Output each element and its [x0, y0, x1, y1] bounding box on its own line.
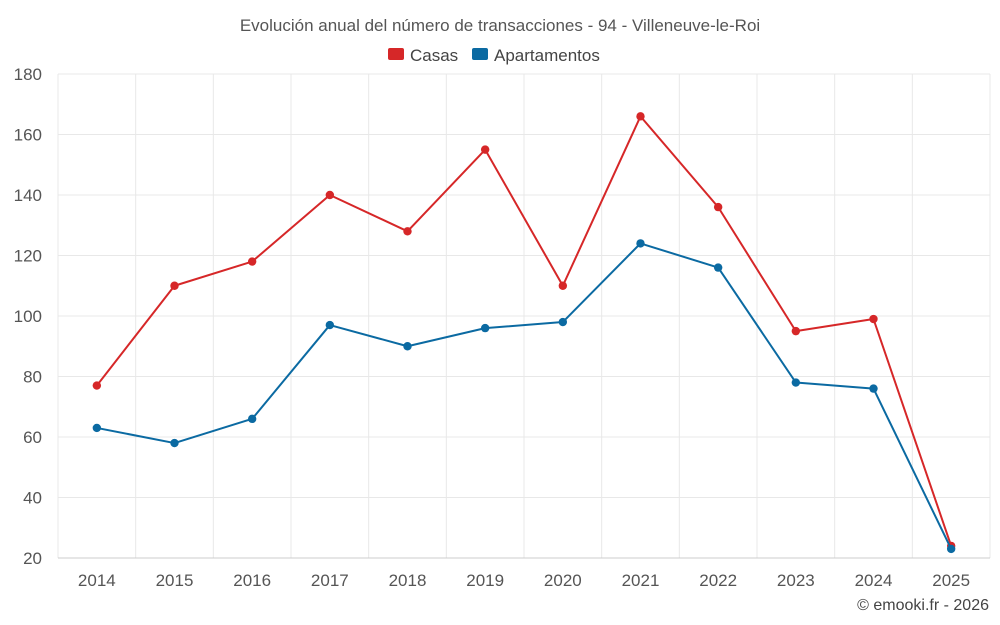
- axes: 20 40 60 80 100 120 140 160 180 2014 2015 2016 2017 2…: [14, 65, 990, 590]
- credit-text: © emooki.fr - 2026: [857, 597, 989, 614]
- data-point-apartamentos-2014[interactable]: [92, 423, 102, 433]
- data-point-casas-2018[interactable]: [403, 227, 412, 236]
- data-point-apartamentos-2017[interactable]: [325, 320, 335, 330]
- y-tick-label-20: 20: [23, 549, 42, 568]
- y-tick-label-100: 100: [14, 307, 42, 326]
- x-tick-label-2025: 2025: [932, 571, 970, 590]
- data-point-casas-2014[interactable]: [92, 381, 102, 390]
- legend-swatch-casas: [388, 48, 404, 60]
- y-tick-label-180: 180: [14, 65, 42, 84]
- data-point-casas-2019[interactable]: [480, 145, 490, 154]
- y-tick-label-60: 60: [23, 428, 42, 447]
- x-tick-label-2019: 2019: [466, 571, 504, 590]
- legend-label-casas: Casas: [410, 46, 458, 65]
- legend-item-casas[interactable]: Casas: [388, 46, 458, 65]
- x-tick-label-2022: 2022: [699, 571, 737, 590]
- data-point-casas-2024[interactable]: [869, 314, 878, 324]
- series-line-casas: [96, 115, 953, 547]
- data-point-apartamentos-2023[interactable]: [791, 378, 801, 387]
- x-tick-label-2018: 2018: [389, 571, 427, 590]
- x-tick-label-2015: 2015: [156, 571, 194, 590]
- chart-title: Evolución anual del número de transaccio…: [240, 16, 760, 35]
- series-line-apartamentos: [96, 242, 953, 550]
- data-point-casas-2020[interactable]: [558, 281, 568, 290]
- x-tick-label-2021: 2021: [622, 571, 660, 590]
- data-point-apartamentos-2016[interactable]: [247, 414, 257, 424]
- legend-swatch-apartamentos: [472, 48, 488, 60]
- data-point-apartamentos-2024[interactable]: [869, 384, 878, 393]
- grid: [57, 73, 991, 559]
- x-tick-label-2014: 2014: [78, 571, 116, 590]
- data-point-apartamentos-2020[interactable]: [558, 317, 568, 327]
- series: [92, 112, 956, 554]
- data-point-casas-2022[interactable]: [713, 202, 723, 212]
- y-tick-label-80: 80: [23, 368, 42, 387]
- data-point-apartamentos-2019[interactable]: [480, 323, 490, 333]
- x-tick-label-2016: 2016: [233, 571, 271, 590]
- data-point-casas-2021[interactable]: [636, 112, 645, 121]
- legend-item-apartamentos[interactable]: Apartamentos: [472, 46, 600, 65]
- y-tick-label-40: 40: [23, 489, 42, 508]
- y-tick-label-160: 160: [14, 126, 42, 145]
- y-tick-label-120: 120: [14, 247, 42, 266]
- data-point-casas-2015[interactable]: [170, 281, 179, 290]
- legend-label-apartamentos: Apartamentos: [494, 46, 600, 65]
- data-point-apartamentos-2018[interactable]: [403, 342, 412, 351]
- data-point-apartamentos-2021[interactable]: [636, 239, 645, 248]
- data-point-casas-2016[interactable]: [247, 257, 257, 266]
- data-point-apartamentos-2015[interactable]: [170, 438, 179, 448]
- data-point-apartamentos-2025[interactable]: [946, 544, 956, 554]
- x-tick-label-2023: 2023: [777, 571, 815, 590]
- legend: Casas Apartamentos: [388, 46, 600, 65]
- data-point-casas-2017[interactable]: [325, 190, 335, 200]
- y-tick-label-140: 140: [14, 186, 42, 205]
- data-point-casas-2023[interactable]: [791, 326, 801, 336]
- x-tick-label-2024: 2024: [855, 571, 893, 590]
- x-tick-label-2017: 2017: [311, 571, 349, 590]
- x-tick-label-2020: 2020: [544, 571, 582, 590]
- data-point-apartamentos-2022[interactable]: [713, 263, 723, 272]
